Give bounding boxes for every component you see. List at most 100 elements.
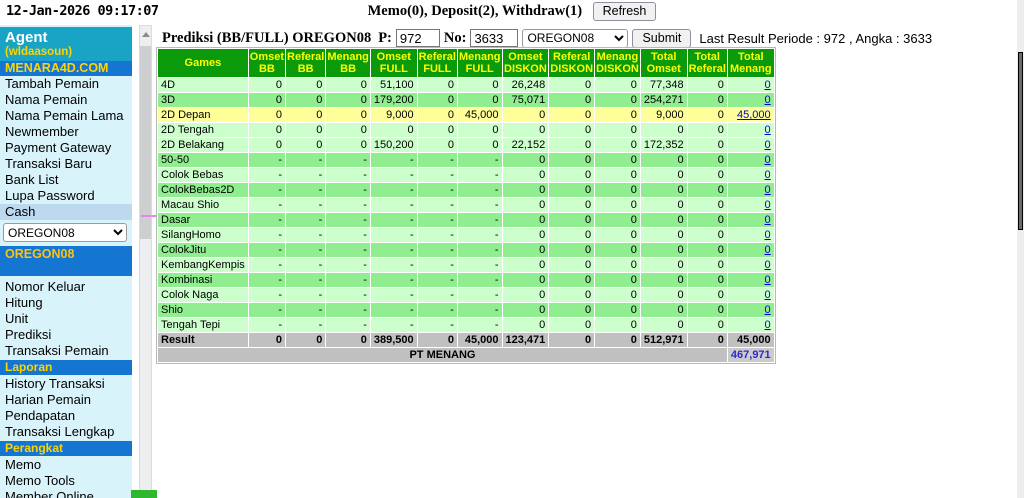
sidebar-item-transaksi-lengkap[interactable]: Transaksi Lengkap <box>5 424 115 439</box>
total-menang-link[interactable]: 0 <box>764 94 771 106</box>
cell-value: - <box>286 183 326 197</box>
cell-value: - <box>286 273 326 287</box>
sidebar-item-transaksi-pemain[interactable]: Transaksi Pemain <box>5 343 109 358</box>
sidebar-item-bank-list[interactable]: Bank List <box>5 172 59 187</box>
cell-value: 0 <box>687 258 727 272</box>
sidebar-item-nama-pemain-lama[interactable]: Nama Pemain Lama <box>5 108 124 123</box>
sidebar-item-member-online[interactable]: Member Online <box>5 489 94 498</box>
cell-value: - <box>326 198 370 212</box>
section-header-perangkat: Perangkat <box>0 441 132 456</box>
scroll-up-icon[interactable] <box>142 32 150 37</box>
cell-value: 0 <box>417 333 457 347</box>
sidebar-item-hitung[interactable]: Hitung <box>5 295 43 310</box>
submit-button[interactable]: Submit <box>632 28 692 48</box>
cell-value: 179,200 <box>370 93 417 107</box>
sidebar-item-lupa-password[interactable]: Lupa Password <box>5 188 95 203</box>
total-menang-link[interactable]: 0 <box>764 154 771 166</box>
cell-value: 0 <box>549 243 595 257</box>
col-header-total-menang: Total Menang <box>727 49 774 77</box>
cell-value: 0 <box>286 78 326 92</box>
total-menang-link[interactable]: 0 <box>764 259 771 271</box>
col-header-games: Games <box>158 49 248 77</box>
sidebar-item-prediksi[interactable]: Prediksi <box>5 327 52 342</box>
total-menang-link[interactable]: 0 <box>764 244 771 256</box>
sidebar-item-memo[interactable]: Memo <box>5 457 42 472</box>
total-menang-link[interactable]: 0 <box>764 79 771 91</box>
total-menang-link[interactable]: 45,000 <box>737 109 771 121</box>
sidebar-item-cash[interactable]: Cash <box>0 204 132 220</box>
sidebar-menu-perangkat: Memo Memo Tools Member Online <box>0 457 132 498</box>
cell-value: 0 <box>687 78 727 92</box>
cell-value: 0 <box>417 138 457 152</box>
sidebar-item-memo-tools[interactable]: Memo Tools <box>5 473 75 488</box>
cell-value: 0 <box>687 273 727 287</box>
sidebar-item-unit[interactable]: Unit <box>5 311 29 326</box>
periode-input[interactable] <box>395 29 440 47</box>
total-menang-cell: 0 <box>727 93 774 107</box>
pt-menang-row: PT MENANG 467,971 <box>158 348 774 362</box>
cell-value: 0 <box>286 108 326 122</box>
sidebar-scrollbar-thumb[interactable] <box>140 46 151 239</box>
cell-value: - <box>326 168 370 182</box>
cell-value: 0 <box>687 333 727 347</box>
cell-value: - <box>326 213 370 227</box>
total-menang-link[interactable]: 0 <box>764 229 771 241</box>
total-menang-link[interactable]: 0 <box>764 214 771 226</box>
number-input[interactable] <box>470 29 519 47</box>
periode-label: P: <box>378 29 392 46</box>
sidebar-scrollbar[interactable] <box>139 25 152 498</box>
cell-value: - <box>417 198 457 212</box>
total-menang-link[interactable]: 0 <box>764 139 771 151</box>
total-menang-link[interactable]: 0 <box>764 199 771 211</box>
market-select-sidebar[interactable]: OREGON08 <box>3 223 127 242</box>
cell-value: - <box>326 273 370 287</box>
total-menang-link[interactable]: 0 <box>764 304 771 316</box>
game-name: 3D <box>158 93 248 107</box>
total-menang-link[interactable]: 0 <box>764 184 771 196</box>
cell-value: - <box>370 303 417 317</box>
sidebar-menu-top: Tambah Pemain Nama Pemain Nama Pemain Lama… <box>0 76 132 204</box>
cell-value: - <box>417 213 457 227</box>
cell-value: 123,471 <box>502 333 549 347</box>
page-scrollbar-thumb[interactable] <box>1018 52 1023 230</box>
memo-deposit-withdraw-counts: Memo(0), Deposit(2), Withdraw(1) <box>367 3 583 19</box>
cell-value: 0 <box>502 258 549 272</box>
cell-value: 0 <box>248 123 286 137</box>
cell-value: 0 <box>595 93 640 107</box>
cell-value: 0 <box>417 93 457 107</box>
market-select-main[interactable]: OREGON08 <box>522 28 629 48</box>
sidebar-item-history-transaksi[interactable]: History Transaksi <box>5 376 105 391</box>
sidebar-item-payment-gateway[interactable]: Payment Gateway <box>5 140 112 155</box>
prediction-table: Games Omset BB Referal BB Menang BB Omset FULL Re… <box>156 47 776 364</box>
section-header-laporan: Laporan <box>0 360 132 375</box>
cell-value: 0 <box>502 318 549 332</box>
sidebar-item-newmember[interactable]: Newmember <box>5 124 79 139</box>
total-menang-link[interactable]: 0 <box>764 274 771 286</box>
total-menang-link[interactable]: 0 <box>764 319 771 331</box>
cell-value: 0 <box>687 213 727 227</box>
sidebar-item-pendapatan[interactable]: Pendapatan <box>5 408 76 423</box>
total-menang-cell: 0 <box>727 273 774 287</box>
cell-value: 0 <box>595 108 640 122</box>
cell-value: 0 <box>640 273 687 287</box>
total-menang-link[interactable]: 0 <box>764 169 771 181</box>
refresh-button[interactable]: Refresh <box>592 2 657 21</box>
total-menang-cell: 0 <box>727 168 774 182</box>
cell-value: 0 <box>370 123 417 137</box>
sidebar-item-tambah-pemain[interactable]: Tambah Pemain <box>5 76 99 91</box>
sidebar-item-nama-pemain[interactable]: Nama Pemain <box>5 92 88 107</box>
sidebar-item-transaksi-baru[interactable]: Transaksi Baru <box>5 156 92 171</box>
table-row: Result 0 0 0 389,500 0 45,000 123,471 0 0 512,971 0… <box>158 333 774 347</box>
total-menang-link[interactable]: 0 <box>764 289 771 301</box>
cell-value: - <box>370 273 417 287</box>
cell-value: - <box>457 318 502 332</box>
cell-value: - <box>370 168 417 182</box>
sidebar-item-harian-pemain[interactable]: Harian Pemain <box>5 392 91 407</box>
cell-value: 0 <box>549 108 595 122</box>
sidebar-item-nomor-keluar[interactable]: Nomor Keluar <box>5 279 86 294</box>
cell-value: - <box>326 258 370 272</box>
page-scrollbar[interactable] <box>1017 0 1024 498</box>
cell-value: - <box>286 153 326 167</box>
notification-bar: Memo(0), Deposit(2), Withdraw(1) Refresh <box>0 2 1024 21</box>
total-menang-link[interactable]: 0 <box>764 124 771 136</box>
